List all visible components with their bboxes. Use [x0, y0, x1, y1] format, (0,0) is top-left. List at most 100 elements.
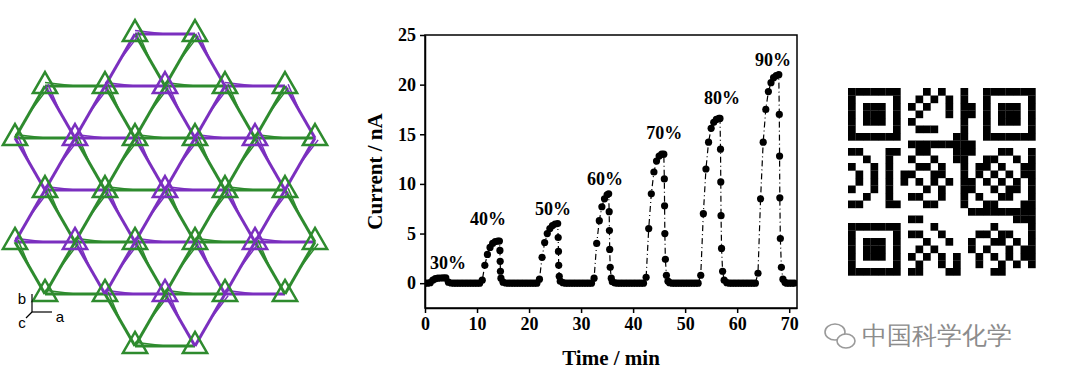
framework-bond [165, 186, 195, 190]
qr-module [923, 238, 931, 246]
qr-module [983, 103, 991, 111]
qr-module [931, 246, 939, 254]
data-point [479, 277, 486, 284]
qr-module [893, 253, 901, 261]
qr-module [1006, 231, 1014, 239]
plot-frame [425, 35, 797, 308]
qr-module [886, 223, 894, 231]
data-point [719, 268, 726, 275]
metal-cluster [123, 124, 147, 145]
qr-module [908, 156, 916, 164]
qr-code [848, 88, 1036, 276]
x-axis: 010203040506070 [421, 308, 799, 334]
framework-bond [105, 186, 135, 190]
qr-module [961, 148, 969, 156]
qr-module [961, 186, 969, 194]
qr-module [848, 148, 856, 156]
data-point [606, 208, 613, 215]
metal-cluster [63, 228, 87, 249]
qr-module [878, 253, 886, 261]
qr-module [983, 133, 991, 141]
qr-module [931, 126, 939, 134]
chart: 0102030405060700510152025Time / minCurre… [363, 25, 799, 370]
qr-module [931, 171, 939, 179]
data-point [760, 139, 767, 146]
qr-module [886, 171, 894, 179]
metal-cluster [183, 20, 207, 41]
qr-module [848, 103, 856, 111]
qr-module [1006, 148, 1014, 156]
framework-bond [105, 290, 135, 294]
qr-module [893, 231, 901, 239]
qr-module [953, 133, 961, 141]
qr-module [848, 186, 856, 194]
framework-bond [255, 238, 285, 242]
qr-module [863, 133, 871, 141]
qr-module [1021, 216, 1029, 224]
qr-module [863, 223, 871, 231]
qr-module [931, 96, 939, 104]
qr-module [1013, 178, 1021, 186]
metal-cluster [33, 72, 57, 93]
qr-module [863, 103, 871, 111]
qr-module [1028, 238, 1036, 246]
data-point [555, 248, 562, 255]
metal-cluster [243, 228, 267, 249]
qr-module [953, 148, 961, 156]
qr-module [878, 238, 886, 246]
qr-module [1028, 171, 1036, 179]
qr-module [968, 238, 976, 246]
qr-module [946, 268, 954, 276]
qr-module [863, 118, 871, 126]
qr-module [998, 261, 1006, 269]
data-point [661, 202, 668, 209]
data-point [606, 246, 613, 253]
qr-module [856, 148, 864, 156]
qr-module [893, 118, 901, 126]
qr-module [983, 111, 991, 119]
qr-module [878, 88, 886, 96]
qr-module [1013, 208, 1021, 216]
watermark: 中国科学化学 [825, 321, 1012, 350]
qr-module [1028, 193, 1036, 201]
qr-module [961, 133, 969, 141]
qr-module [908, 193, 916, 201]
framework-bond [135, 31, 165, 35]
y-tick-mark [420, 35, 425, 37]
framework-bond [255, 134, 285, 138]
qr-module [1006, 171, 1014, 179]
qr-module [968, 148, 976, 156]
qr-module [893, 268, 901, 276]
data-point [791, 280, 797, 287]
qr-module [863, 238, 871, 246]
qr-module [1006, 253, 1014, 261]
qr-module [976, 193, 984, 201]
qr-module [1006, 88, 1014, 96]
data-point [762, 106, 769, 113]
data-point [648, 190, 655, 197]
qr-module [1028, 216, 1036, 224]
qr-module [983, 201, 991, 209]
data-point [593, 240, 600, 247]
qr-module [998, 268, 1006, 276]
metal-cluster [123, 332, 147, 353]
data-point [605, 190, 612, 197]
humidity-label: 80% [704, 88, 740, 108]
qr-module [908, 141, 916, 149]
qr-module [983, 246, 991, 254]
data-point [554, 220, 561, 227]
qr-module [878, 103, 886, 111]
qr-module [871, 133, 879, 141]
framework-bond [225, 82, 255, 86]
qr-module [1028, 88, 1036, 96]
y-tick: 10 [398, 174, 425, 194]
qr-module [878, 111, 886, 119]
qr-module [976, 231, 984, 239]
qr-module [923, 148, 931, 156]
qr-module [848, 231, 856, 239]
crystal-structure [3, 20, 327, 353]
data-point [645, 225, 652, 232]
data-point [661, 175, 668, 182]
metal-cluster [213, 72, 237, 93]
qr-module [871, 268, 879, 276]
